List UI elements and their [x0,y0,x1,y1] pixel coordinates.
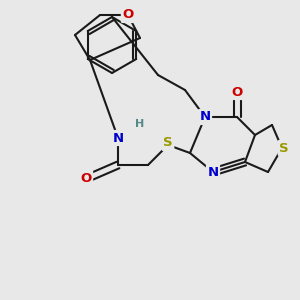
Text: S: S [163,136,173,149]
Text: O: O [122,8,134,22]
Text: N: N [200,110,211,124]
Text: H: H [135,119,145,129]
Text: S: S [279,142,289,154]
Text: N: N [207,166,219,178]
Text: O: O [80,172,92,184]
Text: N: N [112,131,124,145]
Text: O: O [231,85,243,98]
